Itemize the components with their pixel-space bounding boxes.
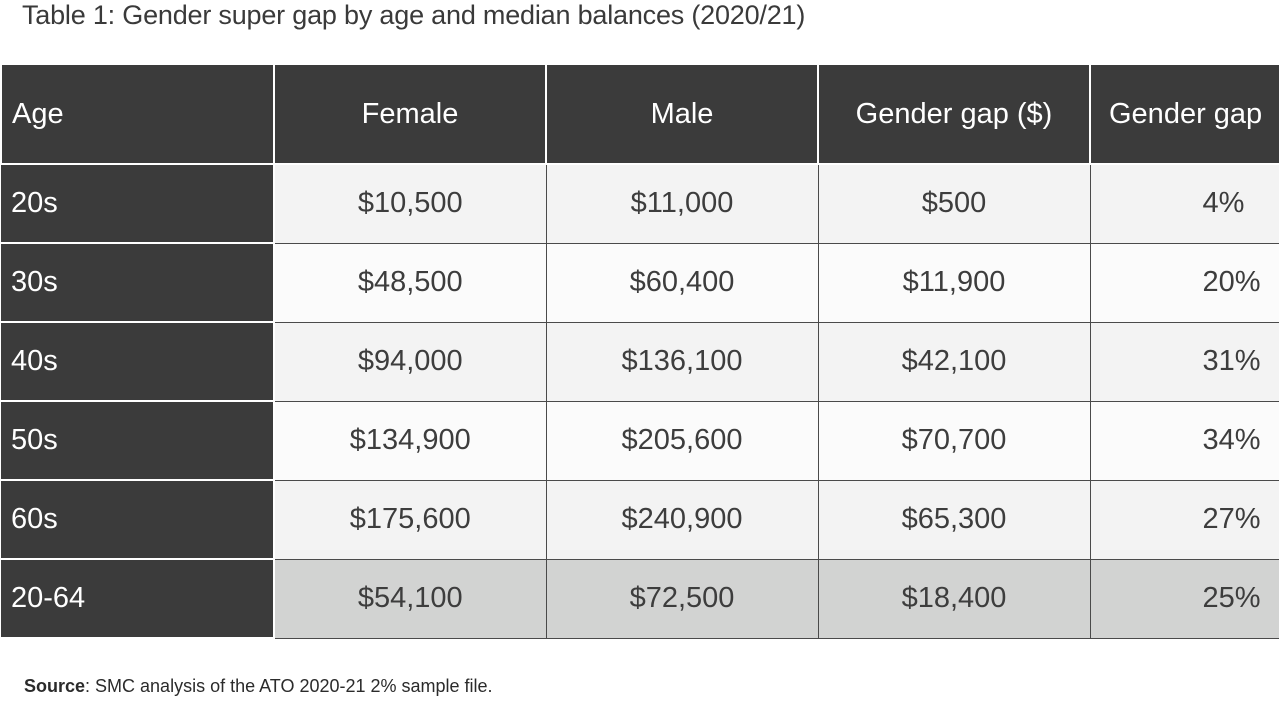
gap-dollar-cell: $65,300 <box>817 479 1091 560</box>
age-cell: 40s <box>1 321 275 402</box>
header-row: Age Female Male Gender gap ($) Gender ga… <box>0 63 1279 165</box>
age-cell: 30s <box>1 242 275 323</box>
female-cell: $10,500 <box>273 163 547 244</box>
source-text: : SMC analysis of the ATO 2020-21 2% sam… <box>85 676 493 696</box>
column-header-age: Age <box>0 63 275 165</box>
table-row: 20s $10,500 $11,000 $500 4% <box>1 163 1279 244</box>
table-row-total: 20-64 $54,100 $72,500 $18,400 25% <box>1 558 1279 639</box>
male-cell: $136,100 <box>545 321 819 402</box>
gap-percent-cell: 31% <box>1089 321 1279 402</box>
age-cell: 60s <box>1 479 275 560</box>
table-row: 50s $134,900 $205,600 $70,700 34% <box>1 400 1279 481</box>
gap-dollar-cell: $11,900 <box>817 242 1091 323</box>
female-cell: $48,500 <box>273 242 547 323</box>
gap-percent-cell: 20% <box>1089 242 1279 323</box>
male-cell: $72,500 <box>545 558 819 639</box>
gap-dollar-cell: $42,100 <box>817 321 1091 402</box>
male-cell: $60,400 <box>545 242 819 323</box>
gap-dollar-cell: $18,400 <box>817 558 1091 639</box>
source-label: Source <box>24 676 86 696</box>
gap-percent-cell: 25% <box>1089 558 1279 639</box>
table-row: 60s $175,600 $240,900 $65,300 27% <box>1 479 1279 560</box>
male-cell: $240,900 <box>545 479 819 560</box>
table-title: Table 1: Gender super gap by age and med… <box>22 0 806 30</box>
male-cell: $11,000 <box>545 163 819 244</box>
age-cell: 20-64 <box>1 558 275 639</box>
male-cell: $205,600 <box>545 400 819 481</box>
age-cell: 20s <box>1 163 275 244</box>
gap-percent-cell: 4% <box>1089 163 1279 244</box>
female-cell: $175,600 <box>273 479 547 560</box>
age-cell: 50s <box>1 400 275 481</box>
column-header-female: Female <box>273 63 547 165</box>
female-cell: $54,100 <box>273 558 547 639</box>
gap-percent-cell: 34% <box>1089 400 1279 481</box>
column-header-gap-percent: Gender gap <box>1089 63 1279 165</box>
gap-dollar-cell: $500 <box>817 163 1091 244</box>
source-note: Source: SMC analysis of the ATO 2020-21 … <box>24 676 493 697</box>
female-cell: $134,900 <box>273 400 547 481</box>
gap-dollar-cell: $70,700 <box>817 400 1091 481</box>
gap-percent-cell: 27% <box>1089 479 1279 560</box>
table-row: 40s $94,000 $136,100 $42,100 31% <box>1 321 1279 402</box>
table-row: 30s $48,500 $60,400 $11,900 20% <box>1 242 1279 323</box>
column-header-gap-dollar: Gender gap ($) <box>817 63 1091 165</box>
female-cell: $94,000 <box>273 321 547 402</box>
column-header-male: Male <box>545 63 819 165</box>
data-table: Age Female Male Gender gap ($) Gender ga… <box>0 63 1279 639</box>
